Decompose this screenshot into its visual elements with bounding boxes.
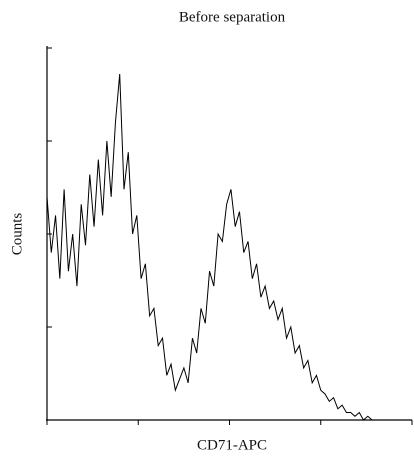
x-axis-label: CD71-APC <box>197 437 267 453</box>
histogram-trace <box>46 73 411 421</box>
chart-title: Before separation <box>179 9 286 25</box>
y-axis-label: Counts <box>9 213 25 256</box>
